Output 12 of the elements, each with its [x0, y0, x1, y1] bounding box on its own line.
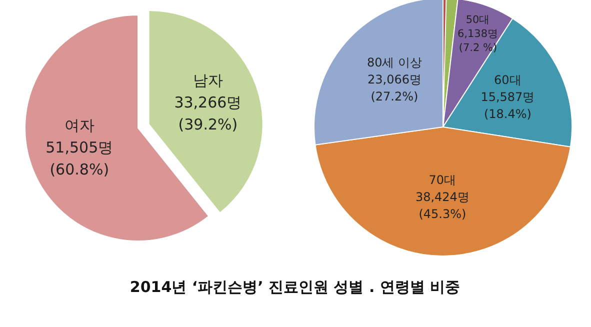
slice-label: 60대 [494, 73, 522, 88]
text: 2014년 ‘파킨슨병’ 진료인원 성별 . 연령별 비중 [130, 278, 460, 296]
data-label: 38,424명 (45.3%) [415, 190, 470, 222]
data-label: 33,266명 (39.2%) [174, 94, 242, 134]
slice-label: 70대 [428, 173, 456, 188]
data-label: 51,505명 (60.8%) [46, 138, 114, 179]
slice-label: 80세 이상 [366, 56, 422, 70]
data-label: 15,587명 (18.4%) [480, 90, 535, 122]
data-label: 23,066명 (27.2%) [367, 72, 422, 104]
slice-label: 남자 [192, 72, 223, 90]
slice-label: 50대 [466, 14, 490, 26]
slice-label: 여자 [64, 116, 94, 135]
